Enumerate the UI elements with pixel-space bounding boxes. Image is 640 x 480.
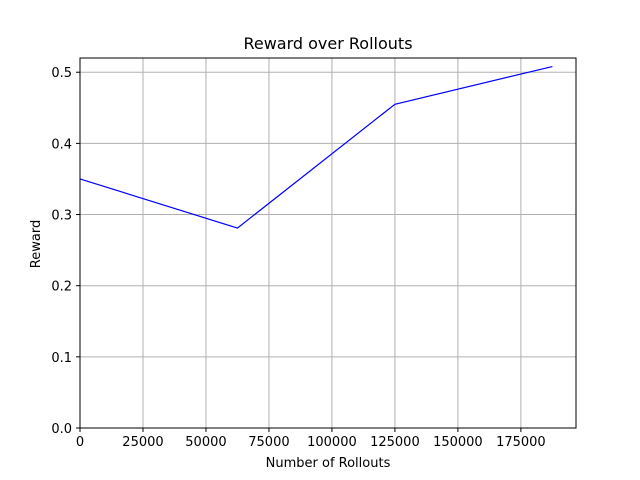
chart-title: Reward over Rollouts	[243, 34, 412, 53]
plot-frame	[79, 57, 577, 429]
x-axis-ticks: 0 25000 50000 75000 100000 125000 150000 175000	[76, 428, 546, 450]
y-tick-label: 0.1	[51, 351, 72, 366]
y-axis-ticks: 0.0 0.1 0.2 0.3 0.4 0.5	[51, 66, 80, 437]
x-tick-label: 125000	[370, 435, 420, 450]
y-tick-label: 0.2	[51, 280, 72, 295]
grid	[79, 58, 576, 429]
x-tick-label: 25000	[122, 435, 163, 450]
x-axis-title: Number of Rollouts	[266, 456, 391, 471]
y-tick-label: 0.3	[51, 209, 72, 224]
x-tick-label: 100000	[307, 435, 357, 450]
x-tick-label: 50000	[185, 435, 226, 450]
x-tick-label: 75000	[248, 435, 289, 450]
y-tick-label: 0.4	[51, 137, 72, 152]
x-tick-label: 0	[76, 435, 84, 450]
x-tick-label: 150000	[433, 435, 483, 450]
x-tick-label: 175000	[496, 435, 546, 450]
series-line-0	[79, 65, 553, 229]
y-tick-label: 0.5	[51, 66, 72, 81]
series-layer	[79, 65, 553, 229]
y-tick-label: 0.0	[51, 422, 72, 437]
y-axis-title: Reward	[29, 220, 44, 268]
